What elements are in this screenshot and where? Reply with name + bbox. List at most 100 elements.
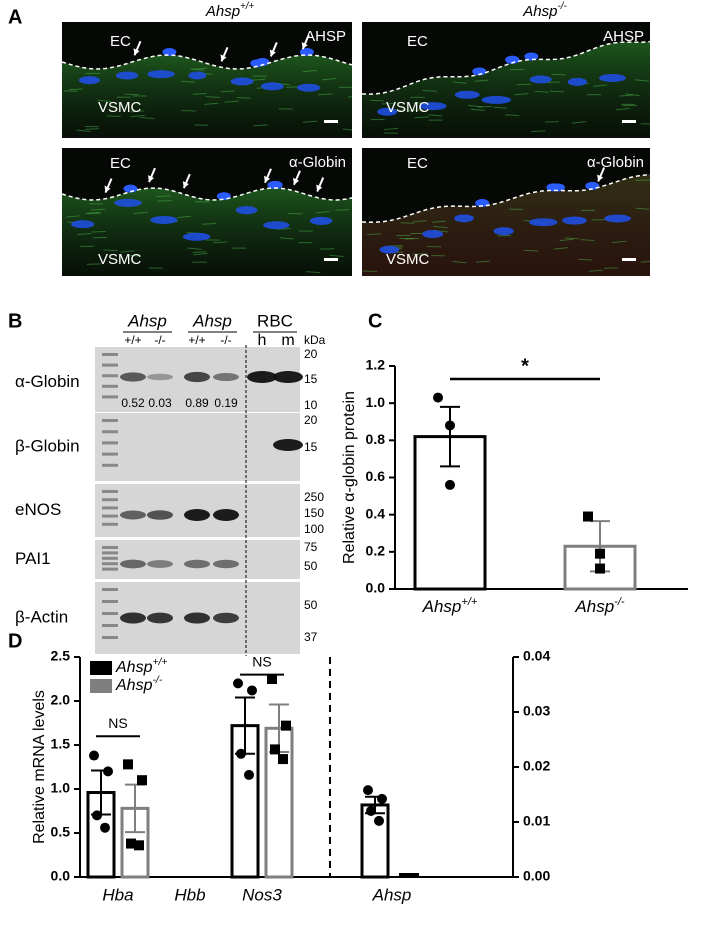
- nucleus: [493, 227, 514, 236]
- column-header-sup: +/+: [240, 1, 254, 12]
- signal-fiber: [381, 102, 396, 105]
- cell-label: EC: [110, 155, 131, 172]
- column-header: Ahsp-/-: [522, 1, 567, 20]
- nucleus: [263, 221, 290, 230]
- y-tick-label: 0.04: [523, 648, 550, 664]
- nucleus: [309, 216, 333, 225]
- signal-fiber: [96, 99, 112, 102]
- protein-band: [273, 371, 303, 383]
- data-point: [278, 754, 288, 765]
- data-point: [123, 759, 133, 770]
- signal-fiber: [130, 115, 145, 118]
- ladder-band: [102, 551, 118, 555]
- data-point: [366, 806, 376, 816]
- group-label: RBC: [257, 311, 293, 330]
- protein-band: [213, 509, 239, 521]
- signal-fiber: [220, 90, 235, 93]
- nucleus: [377, 107, 398, 116]
- nucleus: [268, 181, 283, 190]
- signal-fiber: [236, 97, 251, 99]
- signal-fiber: [202, 222, 217, 225]
- signal-fiber: [635, 207, 650, 210]
- column-header: Ahsp+/+: [205, 1, 255, 20]
- stain-label: AHSP: [305, 28, 346, 45]
- signal-fiber: [559, 238, 574, 242]
- y-tick-label: 0.0: [366, 580, 386, 596]
- nucleus: [188, 71, 207, 80]
- data-point: [100, 822, 110, 833]
- y-tick-label: 0.5: [51, 824, 71, 840]
- nucleus: [235, 206, 258, 215]
- protein-band: [273, 439, 303, 451]
- micrograph: [61, 148, 353, 276]
- ladder-band: [102, 556, 118, 560]
- signal-fiber: [193, 252, 208, 256]
- protein-band: [213, 372, 239, 382]
- data-point: [595, 563, 605, 574]
- protein-band: [147, 510, 173, 520]
- nucleus: [296, 83, 321, 92]
- legend-label: Ahsp+/+: [115, 657, 168, 676]
- blot: [95, 540, 300, 579]
- stain-label: α-Globin: [587, 154, 644, 171]
- arrow-head: [269, 49, 276, 57]
- nucleus: [546, 183, 561, 192]
- nucleus: [505, 55, 520, 64]
- nucleus: [454, 90, 480, 99]
- lane-label: m: [281, 332, 294, 349]
- nucleus: [472, 67, 487, 76]
- legend-label-sup: -/-: [152, 675, 162, 686]
- tissue-signal: [362, 41, 650, 139]
- signal-fiber: [578, 258, 593, 261]
- row-label: PAI1: [15, 549, 51, 568]
- signal-fiber: [91, 230, 106, 233]
- nucleus: [529, 75, 552, 84]
- ladder-band: [102, 430, 118, 434]
- ladder-band: [102, 441, 118, 445]
- nucleus: [147, 70, 175, 79]
- signal-fiber: [400, 222, 415, 224]
- data-point: [363, 785, 373, 796]
- significance-label: *: [521, 355, 529, 377]
- kda-marker: 75: [304, 540, 318, 554]
- x-tick-label-base: Ahsp: [422, 597, 462, 616]
- micrograph: [361, 148, 651, 276]
- signal-fiber: [634, 79, 650, 82]
- data-point: [270, 744, 280, 755]
- signal-fiber: [593, 84, 608, 87]
- panel-label: D: [8, 630, 22, 652]
- group-label: Ahsp: [127, 311, 167, 330]
- y-tick-label: 0.0: [51, 868, 71, 884]
- signal-fiber: [192, 67, 207, 70]
- signal-fiber: [120, 250, 135, 253]
- row-label: eNOS: [15, 500, 61, 519]
- lane-label: -/-: [220, 333, 231, 347]
- bar: [360, 803, 390, 879]
- signal-fiber: [412, 253, 427, 255]
- lane-label: -/-: [154, 333, 165, 347]
- y-tick-label: 2.0: [51, 692, 71, 708]
- nucleus: [454, 214, 474, 223]
- protein-band: [213, 612, 239, 624]
- nucleus: [115, 71, 139, 80]
- arrow-head: [182, 181, 189, 189]
- signal-fiber: [315, 210, 330, 214]
- ladder-band: [102, 588, 118, 591]
- protein-band: [184, 371, 210, 383]
- data-point: [374, 815, 384, 826]
- tissue-label: VSMC: [98, 99, 142, 116]
- signal-fiber: [76, 129, 91, 133]
- signal-fiber: [90, 208, 105, 211]
- panel-label: A: [8, 6, 22, 28]
- kda-marker: 50: [304, 559, 318, 573]
- signal-fiber: [564, 237, 579, 240]
- nucleus: [598, 73, 626, 82]
- signal-fiber: [251, 78, 266, 81]
- scale-bar: [324, 258, 338, 261]
- signal-fiber: [468, 104, 483, 108]
- legend-label-base: Ahsp: [115, 677, 153, 694]
- ladder-band: [102, 506, 118, 510]
- data-point: [233, 678, 243, 689]
- signal-fiber: [616, 107, 631, 111]
- ladder-band: [102, 636, 118, 639]
